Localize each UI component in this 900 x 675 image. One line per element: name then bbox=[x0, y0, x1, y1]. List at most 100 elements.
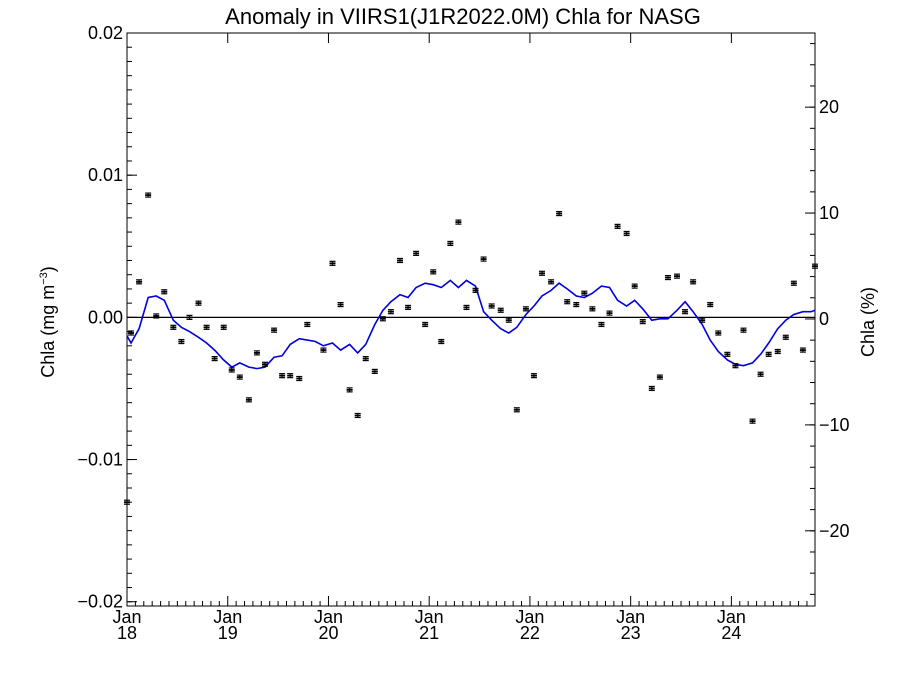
right-y-tick-label: 20 bbox=[819, 97, 839, 117]
data-point bbox=[480, 256, 487, 262]
data-point bbox=[236, 374, 243, 380]
data-point bbox=[782, 334, 789, 340]
data-point bbox=[564, 299, 571, 305]
data-point bbox=[396, 257, 403, 264]
x-tick-label-month: Jan bbox=[314, 607, 343, 627]
data-point bbox=[548, 279, 555, 285]
data-point bbox=[656, 374, 663, 380]
data-point bbox=[430, 269, 437, 275]
data-point bbox=[589, 306, 596, 312]
left-y-tick-label: 0.00 bbox=[88, 307, 123, 327]
data-point bbox=[178, 338, 185, 345]
data-point bbox=[573, 301, 580, 308]
data-point bbox=[170, 324, 177, 330]
data-point bbox=[346, 387, 353, 393]
left-y-axis-label-main: Chla (mg m bbox=[38, 285, 58, 378]
data-point bbox=[455, 219, 462, 225]
left-y-tick-label: 0.02 bbox=[88, 23, 123, 43]
right-y-axis-label: Chla (%) bbox=[858, 287, 878, 357]
data-point bbox=[405, 304, 412, 311]
x-tick-label-year: 19 bbox=[218, 623, 238, 643]
x-tick-label-year: 20 bbox=[318, 623, 338, 643]
plot-frame bbox=[126, 32, 816, 607]
left-y-axis: 0.02 0.01 0.00 −0.01 −0.02 bbox=[77, 23, 137, 612]
data-point bbox=[631, 283, 638, 289]
right-y-tick-label: −10 bbox=[819, 415, 850, 435]
data-point bbox=[128, 330, 135, 336]
x-tick-label-month: Jan bbox=[515, 607, 544, 627]
x-tick-label-year: 24 bbox=[721, 623, 741, 643]
data-point bbox=[682, 309, 689, 315]
data-point bbox=[186, 314, 193, 320]
data-point bbox=[664, 274, 671, 281]
data-point bbox=[211, 356, 218, 362]
data-point bbox=[320, 347, 327, 353]
data-point bbox=[488, 303, 495, 309]
data-point bbox=[757, 371, 764, 377]
data-point bbox=[472, 287, 479, 293]
data-point bbox=[124, 499, 130, 505]
data-point bbox=[287, 373, 294, 379]
x-tick-label-year: 21 bbox=[419, 623, 439, 643]
data-point bbox=[362, 356, 369, 362]
right-y-tick-label: 0 bbox=[819, 309, 829, 329]
data-point bbox=[699, 317, 706, 323]
data-point bbox=[690, 279, 697, 285]
data-point bbox=[530, 373, 537, 379]
data-point bbox=[581, 290, 588, 296]
data-point bbox=[371, 368, 378, 374]
data-point bbox=[253, 350, 260, 356]
data-point bbox=[245, 397, 252, 403]
x-tick-label-year: 22 bbox=[520, 623, 540, 643]
data-point bbox=[413, 250, 420, 256]
data-point bbox=[623, 230, 630, 237]
x-tick-label-month: Jan bbox=[616, 607, 645, 627]
data-point bbox=[329, 260, 336, 266]
data-point bbox=[262, 361, 269, 367]
data-point bbox=[153, 313, 160, 319]
data-point bbox=[195, 300, 202, 306]
data-point bbox=[522, 306, 529, 312]
right-y-tick-label: −20 bbox=[819, 521, 850, 541]
data-point bbox=[354, 412, 361, 419]
left-y-axis-label-sup: −3 bbox=[38, 272, 50, 285]
data-point bbox=[228, 367, 235, 373]
x-tick-label-year: 18 bbox=[117, 623, 137, 643]
right-y-tick-label: 10 bbox=[819, 203, 839, 223]
data-point bbox=[279, 373, 286, 379]
data-point bbox=[220, 324, 227, 330]
data-point bbox=[422, 321, 429, 328]
x-tick-label-month: Jan bbox=[717, 607, 746, 627]
data-point bbox=[271, 327, 278, 333]
data-point bbox=[438, 338, 445, 345]
x-tick-label-month: Jan bbox=[415, 607, 444, 627]
data-point bbox=[203, 324, 210, 330]
data-point bbox=[648, 385, 655, 392]
data-point bbox=[606, 310, 613, 316]
data-point bbox=[765, 351, 772, 357]
axes bbox=[126, 32, 816, 607]
data-point bbox=[136, 279, 143, 285]
data-point bbox=[387, 309, 394, 315]
data-point bbox=[304, 321, 311, 328]
x-tick-label-month: Jan bbox=[213, 607, 242, 627]
plot-area bbox=[124, 192, 818, 505]
data-point bbox=[505, 317, 512, 323]
left-y-axis-label-close: ) bbox=[38, 266, 58, 272]
right-y-axis: 20 10 0 −10 −20 bbox=[805, 43, 850, 595]
data-point bbox=[724, 351, 731, 357]
data-point bbox=[749, 418, 756, 424]
series-line bbox=[126, 279, 816, 370]
x-tick-label-month: Jan bbox=[112, 607, 141, 627]
data-point bbox=[539, 270, 546, 276]
data-point bbox=[463, 304, 470, 311]
data-point bbox=[296, 375, 303, 382]
data-point bbox=[145, 192, 152, 198]
data-point bbox=[812, 263, 818, 269]
chart-title: Anomaly in VIIRS1(J1R2022.0M) Chla for N… bbox=[225, 4, 701, 29]
data-point bbox=[447, 240, 454, 247]
data-point bbox=[707, 301, 714, 308]
data-point bbox=[337, 301, 344, 308]
